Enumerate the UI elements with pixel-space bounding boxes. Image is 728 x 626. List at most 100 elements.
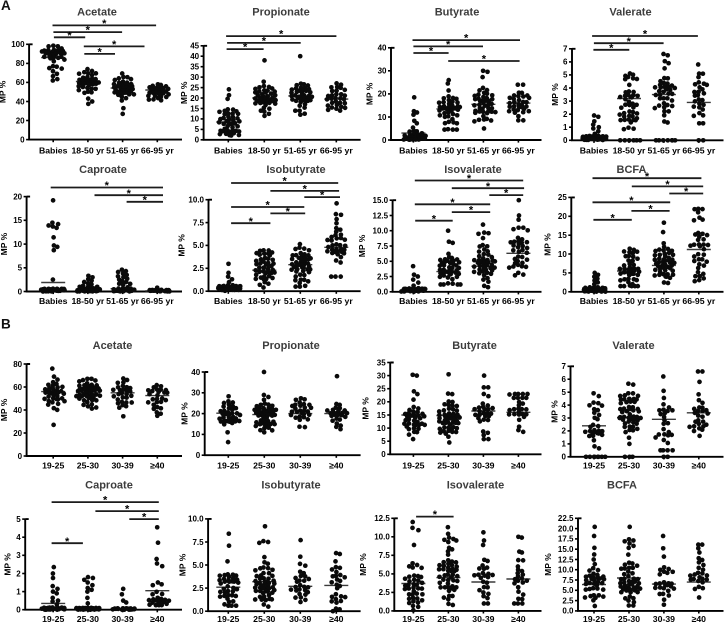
svg-text:Acetate: Acetate: [77, 7, 117, 19]
svg-text:6: 6: [562, 375, 567, 384]
svg-text:4: 4: [16, 533, 21, 542]
svg-text:*: *: [627, 36, 632, 48]
svg-text:*: *: [645, 171, 650, 183]
svg-text:*: *: [86, 25, 91, 37]
svg-text:30: 30: [377, 371, 386, 380]
svg-text:MP %: MP %: [0, 232, 9, 255]
svg-text:0: 0: [20, 135, 25, 144]
svg-text:Propionate: Propionate: [252, 7, 309, 19]
svg-text:*: *: [243, 42, 248, 54]
svg-text:10.0: 10.0: [374, 533, 390, 542]
svg-text:BCFA: BCFA: [607, 479, 637, 491]
svg-text:0.0: 0.0: [379, 607, 391, 616]
svg-text:*: *: [610, 212, 615, 224]
svg-text:30: 30: [378, 67, 387, 76]
svg-text:5.0: 5.0: [562, 586, 574, 595]
svg-text:*: *: [629, 195, 634, 207]
svg-text:*: *: [432, 213, 437, 225]
svg-text:7: 7: [562, 362, 567, 371]
svg-text:40: 40: [13, 406, 22, 415]
svg-text:2: 2: [16, 569, 21, 578]
svg-text:20: 20: [191, 409, 200, 418]
svg-text:30-39: 30-39: [472, 461, 494, 471]
svg-text:19-25: 19-25: [217, 614, 239, 624]
svg-text:5.0: 5.0: [377, 257, 389, 266]
svg-text:0: 0: [563, 136, 568, 145]
svg-text:Babies: Babies: [39, 145, 68, 155]
svg-text:*: *: [486, 181, 491, 193]
svg-text:Babies: Babies: [214, 145, 243, 155]
svg-text:12.5: 12.5: [558, 555, 574, 564]
svg-text:2: 2: [562, 427, 567, 436]
svg-text:30-39: 30-39: [289, 461, 311, 471]
svg-text:15.0: 15.0: [373, 196, 389, 205]
svg-text:51-65 yr: 51-65 yr: [467, 145, 500, 155]
svg-text:10: 10: [13, 240, 22, 249]
svg-text:3: 3: [562, 414, 567, 423]
svg-text:18-50 yr: 18-50 yr: [432, 296, 465, 306]
svg-text:18-50 yr: 18-50 yr: [613, 296, 646, 306]
svg-text:*: *: [102, 18, 107, 30]
svg-text:10: 10: [378, 113, 387, 122]
svg-text:*: *: [464, 33, 469, 45]
svg-text:2.5: 2.5: [377, 272, 389, 281]
svg-text:15: 15: [13, 216, 22, 225]
svg-text:Isovalerate: Isovalerate: [444, 164, 501, 176]
svg-text:MP %: MP %: [361, 397, 371, 420]
svg-text:*: *: [279, 29, 284, 41]
svg-text:25-30: 25-30: [437, 461, 459, 471]
svg-text:MP %: MP %: [179, 81, 189, 104]
svg-text:40: 40: [378, 44, 387, 53]
svg-text:10: 10: [191, 430, 200, 439]
svg-text:30-39: 30-39: [653, 614, 675, 624]
svg-text:MP %: MP %: [550, 400, 560, 423]
svg-text:*: *: [643, 29, 648, 41]
svg-text:0.0: 0.0: [562, 607, 574, 616]
svg-text:15.0: 15.0: [558, 545, 574, 554]
svg-text:*: *: [648, 204, 653, 216]
svg-text:5.0: 5.0: [192, 561, 204, 570]
svg-text:25: 25: [558, 193, 567, 202]
svg-text:Babies: Babies: [399, 145, 428, 155]
svg-text:60: 60: [16, 78, 25, 87]
svg-text:18-50 yr: 18-50 yr: [71, 145, 104, 155]
svg-text:10: 10: [190, 115, 199, 124]
svg-text:18-50 yr: 18-50 yr: [248, 145, 281, 155]
svg-text:25-30: 25-30: [77, 614, 99, 624]
svg-text:66-95 yr: 66-95 yr: [320, 296, 353, 306]
svg-text:*: *: [143, 194, 148, 206]
svg-text:MP %: MP %: [543, 553, 553, 576]
svg-text:66-95 yr: 66-95 yr: [682, 145, 715, 155]
svg-text:18-50 yr: 18-50 yr: [432, 145, 465, 155]
svg-text:15: 15: [558, 231, 567, 240]
svg-text:25-30: 25-30: [618, 614, 640, 624]
svg-text:5.0: 5.0: [193, 241, 205, 250]
svg-text:*: *: [469, 205, 474, 217]
svg-text:A: A: [1, 0, 11, 13]
svg-text:*: *: [67, 30, 72, 42]
svg-text:2.5: 2.5: [562, 596, 574, 605]
svg-text:MP %: MP %: [365, 82, 375, 105]
svg-text:Isobutyrate: Isobutyrate: [261, 479, 320, 491]
svg-text:10.0: 10.0: [558, 566, 574, 575]
svg-text:*: *: [320, 190, 325, 202]
svg-text:15: 15: [377, 411, 386, 420]
svg-text:20: 20: [13, 192, 22, 201]
svg-text:0: 0: [562, 288, 567, 297]
svg-text:*: *: [262, 36, 267, 48]
svg-text:20: 20: [16, 116, 25, 125]
svg-text:51-65 yr: 51-65 yr: [647, 145, 680, 155]
svg-text:Propionate: Propionate: [262, 340, 319, 352]
svg-text:12.5: 12.5: [374, 514, 390, 523]
svg-text:7.5: 7.5: [379, 551, 391, 560]
svg-text:1: 1: [562, 440, 567, 449]
svg-text:40: 40: [191, 368, 200, 377]
svg-text:22.5: 22.5: [558, 514, 574, 523]
svg-text:Babies: Babies: [580, 296, 609, 306]
svg-text:18-50 yr: 18-50 yr: [613, 145, 646, 155]
svg-text:0: 0: [18, 452, 23, 461]
svg-text:0: 0: [18, 287, 23, 296]
svg-text:3: 3: [16, 551, 21, 560]
svg-text:MP %: MP %: [357, 234, 367, 257]
svg-text:0: 0: [382, 136, 387, 145]
